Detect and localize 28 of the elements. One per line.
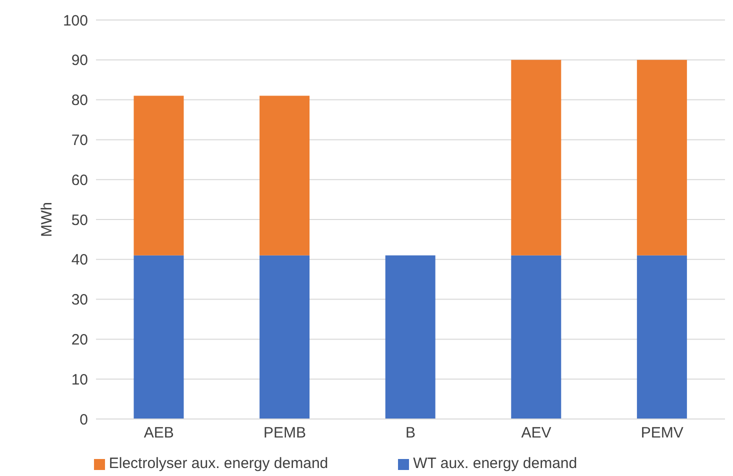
y-tick-label: 70 [71,132,88,150]
bar [260,96,310,256]
bar [636,60,687,256]
legend-label: WT aux. energy demand [413,455,578,472]
y-tick-label: 0 [80,411,88,428]
x-tick-label: B [405,424,416,442]
y-tick-label: 100 [62,12,88,30]
x-tick-label: PEMB [263,424,306,442]
y-tick-label: 90 [71,52,88,70]
y-tick-label: 10 [71,371,88,388]
y-tick-label: 40 [71,252,88,269]
y-tick-label: 30 [71,292,88,309]
y-axis-title: MWh [38,202,56,237]
y-tick-label: 80 [71,92,88,110]
bar [511,255,562,419]
y-tick-label: 50 [71,212,88,229]
x-tick-label: AEB [144,424,174,442]
legend-label: Electrolyser aux. energy demand [108,455,328,472]
bar [134,255,184,419]
bar [385,255,436,419]
bar [511,60,562,256]
bar [636,255,687,419]
x-tick-label: PEMV [640,424,684,442]
x-tick-label: AEV [521,424,552,442]
y-tick-label: 20 [71,332,88,349]
y-tick-label: 60 [71,172,88,189]
bar [134,96,184,256]
bar [260,255,310,419]
